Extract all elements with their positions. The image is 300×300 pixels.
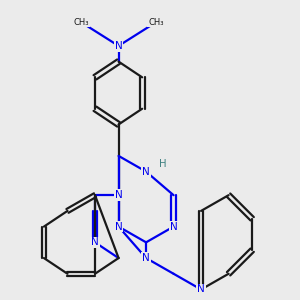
- Text: N: N: [142, 167, 150, 177]
- Text: H: H: [159, 159, 166, 169]
- Text: CH₃: CH₃: [148, 18, 164, 27]
- Text: N: N: [170, 222, 177, 232]
- Text: N: N: [91, 237, 99, 247]
- Text: CH₃: CH₃: [74, 18, 89, 27]
- Text: N: N: [115, 190, 122, 200]
- Text: N: N: [115, 222, 122, 232]
- Text: N: N: [142, 253, 150, 263]
- Text: N: N: [197, 284, 205, 295]
- Text: N: N: [115, 41, 122, 51]
